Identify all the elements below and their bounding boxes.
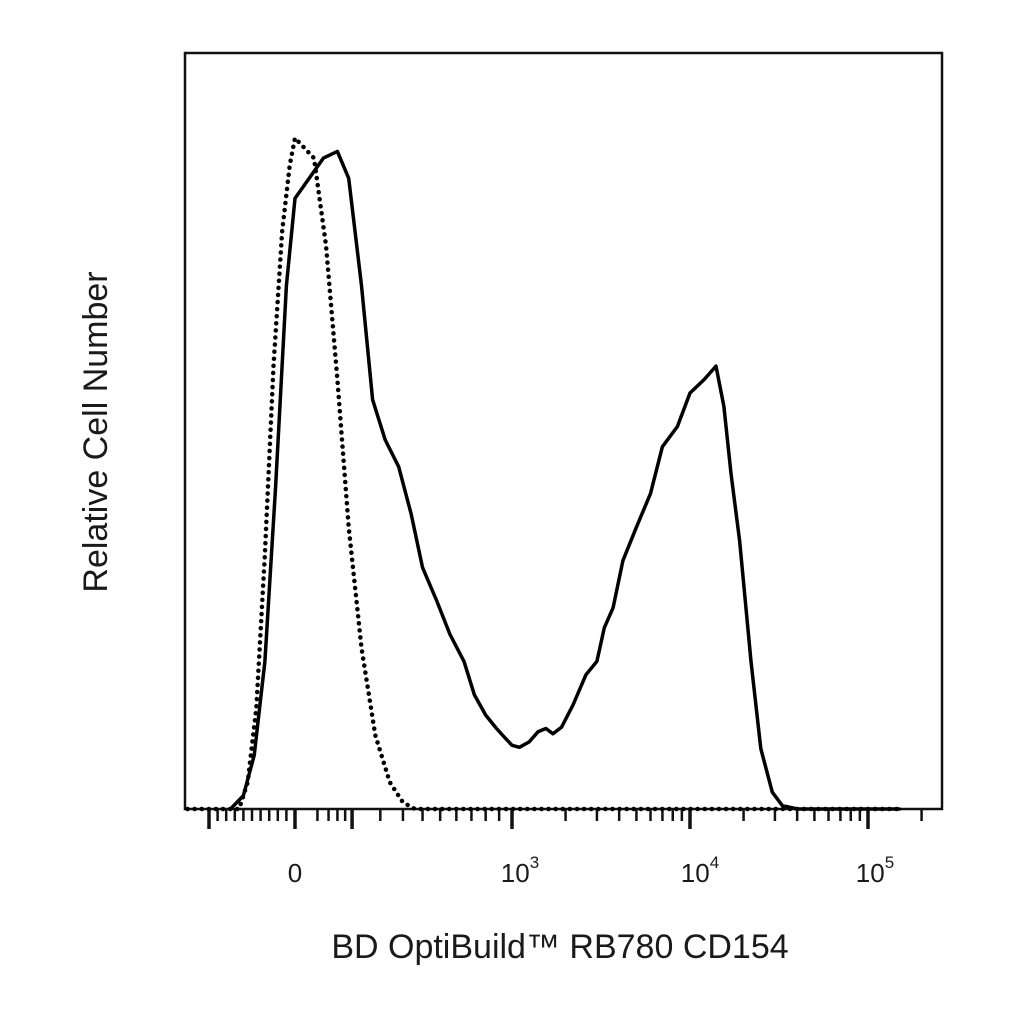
plot-frame — [183, 51, 944, 811]
x-axis-label: BD OptiBuild™ RB780 CD154 — [331, 928, 788, 966]
x-major-ticks — [207, 809, 870, 829]
x-tick-label: 105 — [856, 853, 894, 888]
x-minor-ticks — [207, 809, 923, 821]
series-line-dotted — [185, 135, 902, 812]
series-line-solid — [228, 149, 902, 811]
x-tick-label: 104 — [681, 853, 719, 888]
x-tick-label: 0 — [288, 858, 302, 888]
x-tick-label: 103 — [501, 853, 539, 888]
series-layer — [185, 135, 902, 812]
y-axis-label: Relative Cell Number — [77, 271, 115, 592]
x-tick-labels: 0 103 104 105 — [288, 853, 894, 888]
